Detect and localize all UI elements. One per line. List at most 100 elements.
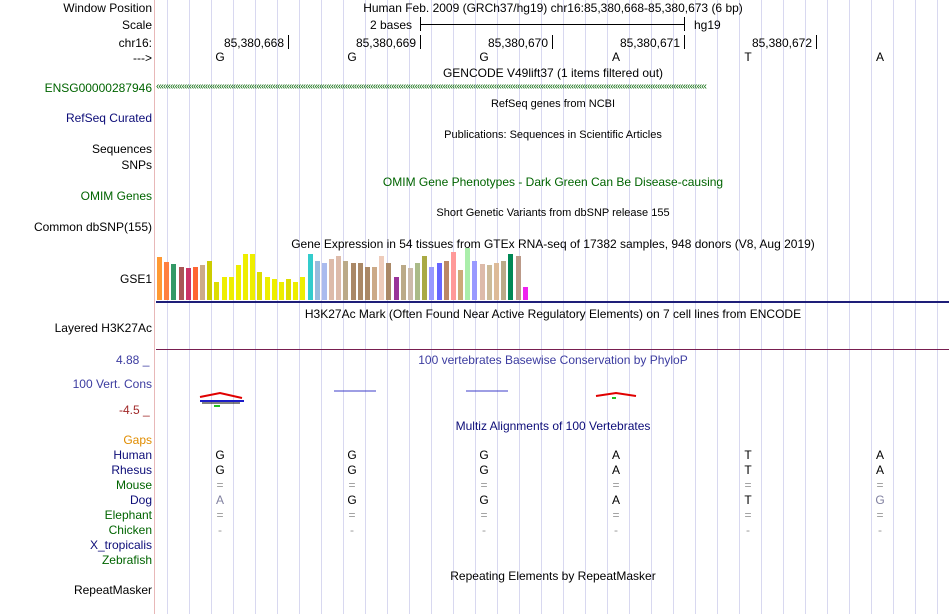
gtex-tissue-bar[interactable] <box>422 256 428 300</box>
species-label-dog[interactable]: Dog <box>129 493 152 507</box>
multiz-track-title[interactable]: Multiz Alignments of 100 Vertebrates <box>455 419 651 433</box>
gencode-track-title[interactable]: GENCODE V49lift37 (1 items filtered out) <box>442 66 664 80</box>
publications-track-title[interactable]: Publications: Sequences in Scientific Ar… <box>444 129 662 141</box>
gtex-tissue-bar[interactable] <box>429 267 435 300</box>
species-label-rhesus[interactable]: Rhesus <box>111 463 152 477</box>
gtex-tissue-bar[interactable] <box>300 277 306 300</box>
gtex-tissue-bar[interactable] <box>228 277 234 300</box>
species-label-x_tropicalis[interactable]: X_tropicalis <box>89 538 152 552</box>
gtex-tissue-bar[interactable] <box>343 261 349 300</box>
gtex-tissue-bar[interactable] <box>178 267 184 300</box>
gtex-tissue-bar[interactable] <box>164 262 170 300</box>
gtex-tissue-bar[interactable] <box>271 279 277 300</box>
gtex-tissue-bar[interactable] <box>207 261 213 300</box>
species-label-elephant[interactable]: Elephant <box>104 508 152 522</box>
species-label-human[interactable]: Human <box>113 448 152 462</box>
omim-track-label[interactable]: OMIM Genes <box>80 189 152 203</box>
alignment-base: - <box>482 523 486 537</box>
gtex-tissue-bar[interactable] <box>336 256 342 300</box>
gtex-tissue-bar[interactable] <box>493 263 499 300</box>
gtex-tissue-bar[interactable] <box>393 277 399 300</box>
gtex-tissue-bar[interactable] <box>314 261 320 300</box>
gtex-tissue-bar[interactable] <box>400 265 406 300</box>
coordinate-tick <box>552 35 553 49</box>
omim-track-title[interactable]: OMIM Gene Phenotypes - Dark Green Can Be… <box>382 175 724 189</box>
repeatmasker-track-label[interactable]: RepeatMasker <box>73 583 152 597</box>
gtex-tissue-bar[interactable] <box>357 263 363 300</box>
gtex-tissue-bar[interactable] <box>350 263 356 300</box>
gtex-tissue-bar[interactable] <box>307 254 313 300</box>
snps-track-label[interactable]: SNPs <box>121 158 152 172</box>
gtex-tissue-bar[interactable] <box>379 256 385 300</box>
gtex-tissue-bar[interactable] <box>250 254 256 300</box>
gtex-tissue-bar[interactable] <box>185 268 191 300</box>
gtex-tissue-bar[interactable] <box>286 279 292 300</box>
gtex-tissue-bar[interactable] <box>522 287 528 300</box>
gtex-tissue-bar[interactable] <box>364 267 370 300</box>
gtex-tissue-bar[interactable] <box>192 267 198 300</box>
gtex-tissue-bar[interactable] <box>293 282 299 300</box>
window-position-value[interactable]: Human Feb. 2009 (GRCh37/hg19) chr16:85,3… <box>363 1 743 15</box>
coordinate-label: 85,380,672 <box>751 36 812 50</box>
h3k27ac-track-label[interactable]: Layered H3K27Ac <box>54 321 152 335</box>
grid-line <box>211 0 212 614</box>
dbsnp-track-label[interactable]: Common dbSNP(155) <box>33 220 152 234</box>
alignment-base: G <box>479 448 489 462</box>
gtex-tissue-bar[interactable] <box>508 254 514 300</box>
species-label-chicken[interactable]: Chicken <box>108 523 152 537</box>
gtex-tissue-bar[interactable] <box>243 254 249 300</box>
dbsnp-track-title[interactable]: Short Genetic Variants from dbSNP releas… <box>436 207 670 219</box>
gtex-tissue-bar[interactable] <box>235 265 241 300</box>
sequence-base: G <box>479 50 489 64</box>
gtex-tissue-bar[interactable] <box>221 277 227 300</box>
gtex-tissue-bar[interactable] <box>501 261 507 300</box>
gtex-tissue-bar[interactable] <box>450 252 456 300</box>
gtex-track-title[interactable]: Gene Expression in 54 tissues from GTEx … <box>291 237 815 251</box>
gtex-tissue-bar[interactable] <box>486 265 492 300</box>
refseq-track-label[interactable]: RefSeq Curated <box>65 111 152 125</box>
gtex-tissue-bar[interactable] <box>436 263 442 300</box>
gtex-tissue-bar[interactable] <box>372 267 378 300</box>
alignment-base: - <box>218 523 222 537</box>
grid-line <box>871 0 872 614</box>
refseq-track-title[interactable]: RefSeq genes from NCBI <box>490 98 616 110</box>
gtex-tissue-bar[interactable] <box>278 282 284 300</box>
gtex-tissue-bar[interactable] <box>321 263 327 300</box>
gtex-tissue-bar[interactable] <box>157 257 162 300</box>
gtex-tissue-bar[interactable] <box>458 270 464 300</box>
gtex-tissue-bar[interactable] <box>329 259 335 300</box>
gtex-tissue-bar[interactable] <box>171 264 177 300</box>
gtex-tissue-bar[interactable] <box>200 265 206 300</box>
gtex-tissue-bar[interactable] <box>472 261 478 300</box>
grid-line <box>805 0 806 614</box>
species-label-zebrafish[interactable]: Zebrafish <box>101 553 152 567</box>
gtex-tissue-bar[interactable] <box>479 264 485 300</box>
species-label-mouse[interactable]: Mouse <box>115 478 152 492</box>
gencode-item-label[interactable]: ENSG00000287946 <box>44 81 152 95</box>
alignment-base: A <box>875 448 884 462</box>
gencode-gene-arrows[interactable]: ‹‹‹‹‹‹‹‹‹‹‹‹‹‹‹‹‹‹‹‹‹‹‹‹‹‹‹‹‹‹‹‹‹‹‹‹‹‹‹‹… <box>156 81 707 92</box>
grid-line <box>629 0 630 614</box>
alignment-base: = <box>480 478 488 492</box>
gtex-tissue-bar[interactable] <box>515 256 521 300</box>
grid-line <box>937 0 938 614</box>
gtex-tissue-bar[interactable] <box>257 272 263 300</box>
gtex-tissue-bar[interactable] <box>465 248 471 300</box>
gtex-tissue-bar[interactable] <box>386 263 392 300</box>
gtex-tissue-bar[interactable] <box>443 261 449 300</box>
scale-bar-line <box>420 24 684 25</box>
gtex-tissue-bar[interactable] <box>415 263 421 300</box>
phylop-track-title[interactable]: 100 vertebrates Basewise Conservation by… <box>418 353 688 367</box>
phylop-signal[interactable] <box>156 385 950 410</box>
gtex-tissue-bar[interactable] <box>407 268 413 300</box>
h3k27ac-track-title[interactable]: H3K27Ac Mark (Often Found Near Active Re… <box>304 307 802 321</box>
sequences-track-label[interactable]: Sequences <box>91 142 152 156</box>
alignment-base: G <box>347 448 357 462</box>
phylop-track-label[interactable]: 100 Vert. Cons <box>72 377 152 391</box>
gtex-tissue-bar[interactable] <box>214 282 220 300</box>
gtex-track-label[interactable]: GSE1 <box>119 272 152 286</box>
gtex-tissue-bar[interactable] <box>264 277 270 300</box>
grid-line <box>189 0 190 614</box>
repeatmasker-track-title[interactable]: Repeating Elements by RepeatMasker <box>450 569 656 583</box>
alignment-base: - <box>350 523 354 537</box>
